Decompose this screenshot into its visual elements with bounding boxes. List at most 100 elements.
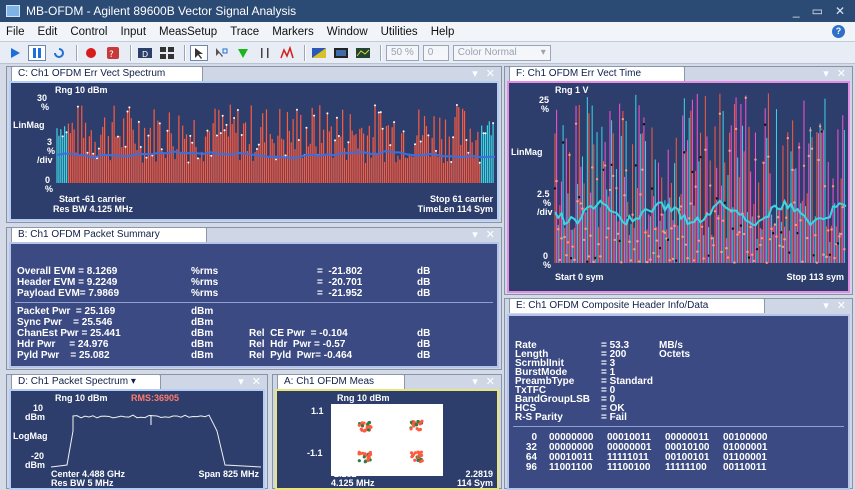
color-palette-icon[interactable] xyxy=(310,45,328,61)
dropdown-icon[interactable]: ▾ xyxy=(472,68,478,80)
close-icon[interactable]: ✕ xyxy=(485,68,495,80)
time-point xyxy=(768,238,772,241)
chevron-down-icon: ▾ xyxy=(130,376,136,387)
menu-edit[interactable]: Edit xyxy=(37,25,58,38)
spectrum-point xyxy=(97,147,100,150)
close-button[interactable]: ✕ xyxy=(834,4,845,18)
spectrum-point xyxy=(206,129,209,132)
panel-composite-header: E: Ch1 OFDM Composite Header Info/Data ▾… xyxy=(504,298,853,490)
chanest-pwr-unit: dBm xyxy=(191,328,214,339)
time-point xyxy=(820,130,823,133)
time-point xyxy=(566,241,570,244)
spectrum-point xyxy=(347,141,350,144)
time-point xyxy=(671,257,675,261)
time-point xyxy=(833,256,836,260)
trace-display-icon[interactable] xyxy=(354,45,372,61)
time-point xyxy=(784,216,788,219)
band-marker-icon[interactable] xyxy=(256,45,274,61)
spectrum-point xyxy=(61,135,64,138)
constellation-point xyxy=(412,421,416,425)
menu-bar: File Edit Control Input MeasSetup Trace … xyxy=(0,22,855,42)
display-icon[interactable]: D xyxy=(136,45,154,61)
pause-icon[interactable] xyxy=(28,44,46,61)
zoom-percent-field[interactable]: 50 % xyxy=(386,44,419,61)
time-point xyxy=(733,261,736,264)
dropdown-icon[interactable]: ▾ xyxy=(472,229,478,241)
zoom-pointer-icon[interactable] xyxy=(212,45,230,61)
menu-window[interactable]: Window xyxy=(326,25,368,38)
spectrum-point xyxy=(210,154,213,157)
divider xyxy=(513,426,844,427)
value-field[interactable]: 0 xyxy=(422,44,449,61)
data-byte: 01000001 xyxy=(723,442,768,453)
dropdown-icon[interactable]: ▾ xyxy=(823,68,829,80)
panel-title[interactable]: B: Ch1 OFDM Packet Summary xyxy=(11,227,207,242)
close-icon[interactable]: ✕ xyxy=(485,229,495,241)
menu-meassetup[interactable]: MeasSetup xyxy=(159,25,218,38)
panel-title[interactable]: D: Ch1 Packet Spectrum ▾ xyxy=(11,374,161,389)
dropdown-icon[interactable]: ▾ xyxy=(238,376,244,388)
dropdown-icon[interactable]: ▾ xyxy=(472,376,478,388)
color-mode-select[interactable]: Color Normal ▾ xyxy=(452,44,551,61)
peak-marker-icon[interactable] xyxy=(278,45,296,61)
y-div-value: 2.5 xyxy=(537,189,550,199)
spectrum-point xyxy=(215,134,218,137)
time-point xyxy=(810,147,814,150)
menu-help[interactable]: Help xyxy=(430,25,455,38)
constellation-point xyxy=(418,422,422,426)
maximize-button[interactable]: ▭ xyxy=(811,4,823,18)
help-icon[interactable]: ? xyxy=(832,25,845,38)
spectrum-point xyxy=(126,110,129,113)
menu-file[interactable]: File xyxy=(6,25,25,38)
menu-trace[interactable]: Trace xyxy=(230,25,260,38)
panel-title[interactable]: F: Ch1 OFDM Err Vect Time xyxy=(509,66,685,81)
spectrum-point xyxy=(76,105,79,108)
overall-evm: Overall EVM = 8.1269 xyxy=(17,266,118,277)
time-point xyxy=(689,202,692,205)
time-point xyxy=(592,260,595,264)
time-point xyxy=(565,254,568,257)
rel-hdr-pwr-unit: dB xyxy=(417,339,431,350)
layout-icon[interactable] xyxy=(158,45,176,61)
time-point xyxy=(599,255,602,258)
time-point xyxy=(721,219,725,222)
close-icon[interactable]: ✕ xyxy=(485,376,495,388)
constellation-point xyxy=(414,422,418,427)
menu-markers[interactable]: Markers xyxy=(272,25,314,38)
menu-input[interactable]: Input xyxy=(120,25,147,38)
dropdown-icon[interactable]: ▾ xyxy=(823,300,829,312)
time-point xyxy=(757,215,760,218)
time-point xyxy=(675,259,678,262)
packet-spectrum-plot[interactable]: Rng 10 dBm RMS:36905 10 dBm LogMag -20 d… xyxy=(9,389,265,490)
restart-icon[interactable] xyxy=(50,45,68,61)
panel-packet-summary: B: Ch1 OFDM Packet Summary ▾ ✕ Overall EV… xyxy=(6,227,502,370)
stop-label: Stop 61 carrier xyxy=(429,194,493,204)
header-evm-db: = -20.701 xyxy=(317,277,363,288)
close-icon[interactable]: ✕ xyxy=(836,300,846,312)
constellation-point xyxy=(367,428,371,432)
menu-utilities[interactable]: Utilities xyxy=(380,25,418,38)
grid-icon[interactable] xyxy=(332,45,350,61)
close-icon[interactable]: ✕ xyxy=(836,68,846,80)
play-icon[interactable] xyxy=(6,45,24,61)
time-point xyxy=(615,187,618,190)
constellation-plot[interactable]: Rng 10 dBm 1.1 -1.1 -2.282 2.2819 4.125 … xyxy=(275,389,499,490)
time-point xyxy=(752,259,756,263)
minimize-button[interactable]: _ xyxy=(792,4,800,18)
panel-title[interactable]: A: Ch1 OFDM Meas xyxy=(277,374,405,389)
err-vect-time-plot[interactable]: Rng 1 V 25 % LinMag 2.5 % /div 0 % Start… xyxy=(507,81,850,293)
menu-control[interactable]: Control xyxy=(70,25,108,38)
spectrum-point xyxy=(434,149,437,152)
packet-spectrum-trace xyxy=(50,414,262,468)
close-icon[interactable]: ✕ xyxy=(251,376,261,388)
marker-icon[interactable] xyxy=(234,45,252,61)
panel-title[interactable]: E: Ch1 OFDM Composite Header Info/Data xyxy=(509,298,765,313)
record-icon[interactable] xyxy=(82,45,100,61)
data-byte: 11111100 xyxy=(665,462,707,473)
data-byte: 00100101 xyxy=(665,452,710,463)
pointer-icon[interactable] xyxy=(190,44,208,61)
spectrum-plot[interactable]: Rng 10 dBm 30 % LinMag 3 % /div 0 % Star… xyxy=(9,81,499,221)
time-point xyxy=(684,243,688,246)
preset-icon[interactable]: ? xyxy=(104,45,122,61)
panel-title[interactable]: C: Ch1 OFDM Err Vect Spectrum xyxy=(11,66,203,81)
